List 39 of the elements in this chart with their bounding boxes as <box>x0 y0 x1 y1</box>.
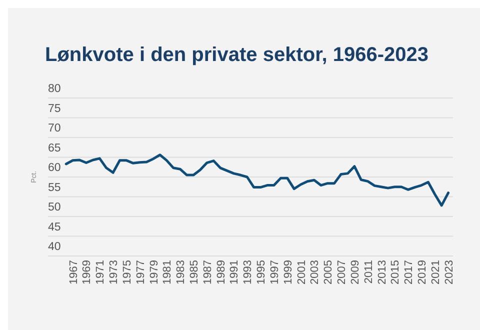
x-tick-label: 1985 <box>188 260 201 284</box>
x-tick-label: 2023 <box>443 260 456 284</box>
x-tick-label: 1981 <box>162 260 174 284</box>
x-tick-label: 1967 <box>68 260 80 284</box>
y-tick-label: 40 <box>48 241 61 253</box>
x-tick-label: 1993 <box>242 260 254 284</box>
y-tick-label: 45 <box>48 221 61 234</box>
x-tick-label: 1983 <box>175 260 188 284</box>
x-tick-label: 2015 <box>390 260 402 284</box>
chart-title: Lønkvote i den private sektor, 1966-2023 <box>45 44 429 66</box>
x-tick-label: 1991 <box>228 260 241 284</box>
x-tick-label: 2017 <box>403 260 416 284</box>
y-tick-label: 70 <box>48 122 61 134</box>
x-tick-label: 2011 <box>362 260 375 284</box>
x-tick-label: 2007 <box>336 260 348 284</box>
y-tick-label: 80 <box>48 83 61 95</box>
y-tick-label: 60 <box>48 162 61 174</box>
x-tick-label: 1975 <box>121 260 134 284</box>
x-tick-label: 1995 <box>256 260 268 284</box>
x-tick-label: 2003 <box>309 260 322 284</box>
x-tick-label: 1989 <box>215 260 228 284</box>
x-tick-label: 1969 <box>81 260 94 284</box>
x-tick-label: 1987 <box>202 260 214 284</box>
x-tick-label: 2021 <box>430 260 442 284</box>
x-tick-label: 1977 <box>134 260 147 284</box>
x-tick-label: 1973 <box>108 260 120 284</box>
x-tick-label: 1971 <box>94 260 107 284</box>
x-tick-label: 1979 <box>148 260 160 284</box>
x-tick-label: 1997 <box>268 260 281 284</box>
y-tick-label: 75 <box>48 102 61 115</box>
x-tick-label: 2009 <box>349 260 362 284</box>
y-tick-label: 55 <box>48 182 61 194</box>
x-tick-label: 2001 <box>296 260 308 284</box>
x-tick-label: 1999 <box>282 260 294 284</box>
x-tick-label: 2005 <box>322 260 335 284</box>
y-tick-label: 50 <box>48 202 61 214</box>
x-tick-label: 2019 <box>416 260 428 284</box>
y-tick-label: 65 <box>48 142 61 154</box>
x-tick-label: 2013 <box>376 260 388 284</box>
